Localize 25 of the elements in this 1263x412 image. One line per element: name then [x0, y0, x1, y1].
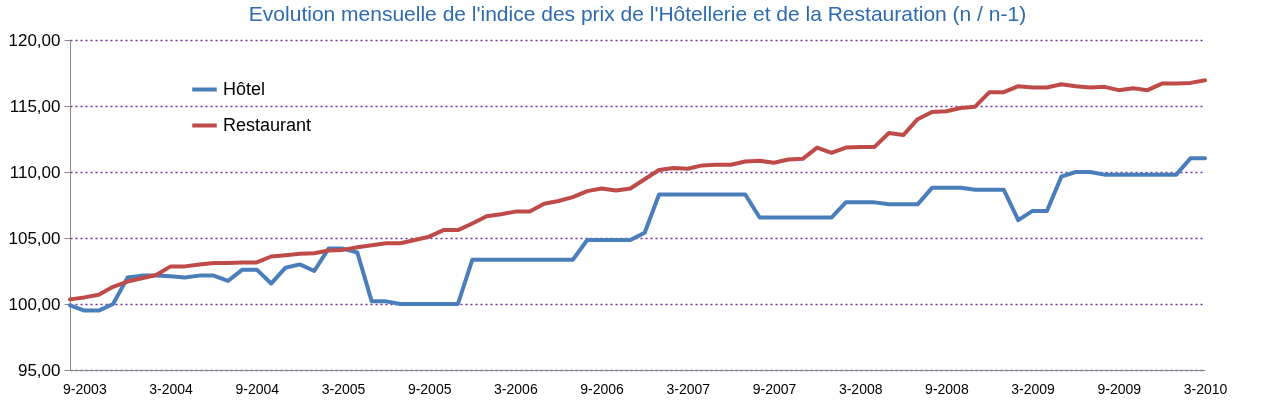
y-tick-label: 100,00	[8, 294, 61, 314]
legend-label: Restaurant	[223, 114, 312, 135]
x-tick-label: 9-2007	[752, 380, 797, 397]
x-tick-label: 3-2010	[1183, 380, 1228, 397]
y-tick-label: 95,00	[17, 360, 61, 380]
x-tick-label: 9-2008	[925, 380, 969, 397]
x-tick-label: 3-2004	[149, 380, 194, 397]
legend-label: Hôtel	[223, 78, 266, 99]
x-tick-label: 9-2004	[235, 380, 280, 397]
y-tick-label: 110,00	[9, 162, 61, 182]
y-tick-label: 105,00	[8, 228, 61, 248]
x-tick-label: 9-2009	[1097, 380, 1142, 397]
line-series	[68, 78, 1207, 302]
x-tick-label: 3-2008	[838, 380, 883, 397]
x-tick-label: 9-2006	[580, 380, 625, 397]
x-tick-label: 3-2007	[666, 380, 711, 397]
chart-title: Evolution mensuelle de l'indice des prix de l'Hôtellerie et de la Restauration (n / n-1)	[248, 2, 1027, 25]
y-tick-label: 115,00	[9, 96, 61, 116]
y-tick-label: 120,00	[8, 30, 61, 50]
x-tick-label: 3-2009	[1011, 380, 1056, 397]
x-tick-label: 9-2005	[407, 380, 452, 397]
x-tick-label: 9-2003	[63, 380, 107, 397]
x-tick-label: 3-2005	[321, 380, 366, 397]
line-series	[68, 156, 1207, 313]
x-tick-label: 3-2006	[494, 380, 538, 397]
